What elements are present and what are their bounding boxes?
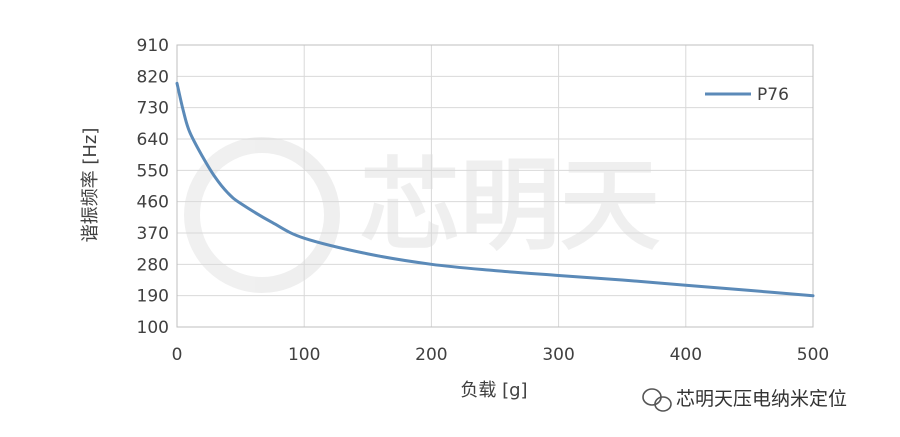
- plot-area-border: [176, 44, 814, 328]
- legend: P76: [705, 85, 789, 105]
- y-axis-ticks: 100 190 280 370 460 550 640 730 820 910: [137, 36, 169, 338]
- x-tick-label: 400: [670, 345, 702, 365]
- x-axis-ticks: 0 100 200 300 400 500: [172, 345, 830, 365]
- y-tick-label: 370: [137, 224, 169, 244]
- y-tick-label: 190: [137, 287, 169, 307]
- x-axis-title: 负载 [g]: [460, 380, 527, 401]
- x-tick-label: 300: [542, 345, 574, 365]
- wechat-icon: [642, 388, 672, 412]
- y-tick-label: 460: [137, 193, 169, 213]
- y-axis-title: 谐振频率 [Hz]: [80, 128, 101, 243]
- y-tick-label: 640: [137, 130, 169, 150]
- x-tick-label: 500: [797, 345, 829, 365]
- legend-label-p76: P76: [757, 85, 789, 105]
- watermark-logo-ring: [184, 137, 340, 293]
- y-tick-label: 820: [137, 67, 169, 87]
- y-tick-label: 280: [137, 255, 169, 275]
- x-tick-label: 200: [415, 345, 447, 365]
- plot-frame: [176, 44, 814, 328]
- y-tick-label: 550: [137, 161, 169, 181]
- caption-watermark: 芯明天压电纳米定位: [642, 388, 847, 412]
- y-tick-label: 100: [137, 318, 169, 338]
- x-tick-label: 100: [288, 345, 320, 365]
- x-tick-label: 0: [172, 345, 183, 365]
- watermark-logo-text: 芯明天: [360, 147, 660, 264]
- y-tick-label: 910: [137, 36, 169, 56]
- watermark-caption: 芯明天压电纳米定位: [676, 388, 847, 410]
- series-group: [175, 81, 815, 298]
- background-watermark: 芯明天: [184, 137, 660, 293]
- y-tick-label: 730: [137, 99, 169, 119]
